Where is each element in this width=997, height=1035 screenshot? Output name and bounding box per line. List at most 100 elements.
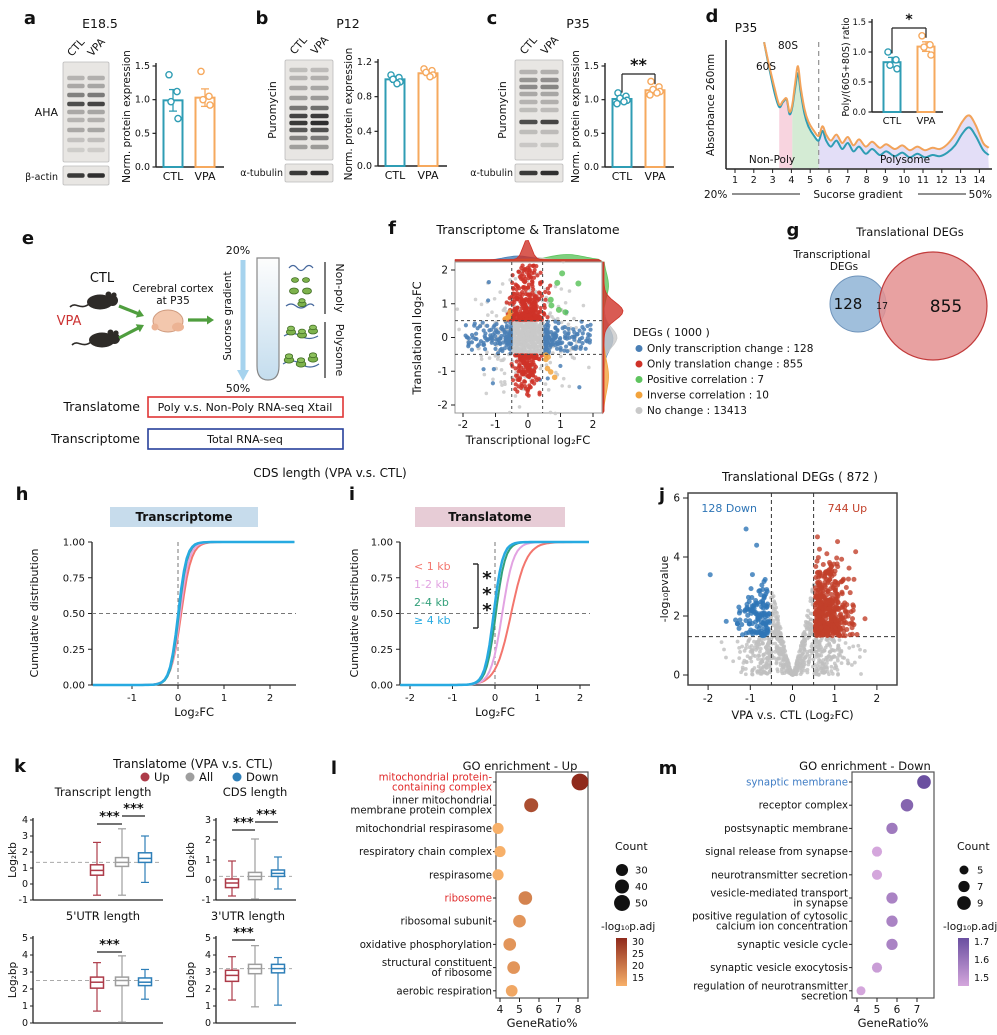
translation-only-point	[520, 292, 525, 297]
count-legend-bubble	[614, 895, 630, 911]
down-regulated-point	[761, 594, 767, 600]
x-tick-label: -2	[458, 419, 468, 431]
count-legend-bubble	[615, 879, 629, 894]
mouse-ear	[111, 292, 117, 298]
up-regulated-point	[817, 620, 823, 626]
nonsig-point	[771, 607, 776, 611]
translation-only-point	[510, 378, 516, 383]
nonsig-point	[806, 659, 811, 664]
blot-band	[310, 75, 329, 81]
cortex-label: Cerebral cortex	[132, 283, 213, 295]
up-regulated-point	[825, 612, 831, 618]
header-label: Translatome	[448, 510, 531, 524]
panel-letter: a	[24, 8, 36, 29]
blot-band	[67, 83, 85, 89]
nonsig-point	[744, 646, 748, 650]
blot-band	[87, 83, 105, 89]
y-tick-label: 3	[22, 831, 28, 842]
blot-band	[67, 75, 85, 81]
nonsig-point	[822, 671, 826, 675]
data-point	[393, 79, 401, 88]
no-change-point	[535, 338, 540, 342]
plot-frame	[495, 771, 589, 999]
cdf-curve-≥ 4 kb	[400, 540, 589, 687]
nonsig-point	[755, 669, 760, 674]
transcription-only-point	[572, 330, 577, 335]
translation-only-point	[538, 270, 543, 275]
nonsig-point	[806, 608, 810, 613]
y-tick-label: 0.0	[357, 161, 372, 172]
go-dot	[524, 798, 539, 813]
transcription-only-point	[466, 340, 471, 345]
nonsig-point	[829, 664, 834, 669]
blot-image	[62, 165, 110, 186]
mrna-icon	[288, 264, 314, 272]
up-regulated-point	[814, 534, 820, 540]
y-tick-label: 1	[205, 855, 211, 866]
up-regulated-point	[838, 579, 844, 585]
blot-band	[289, 135, 308, 141]
down-regulated-point	[749, 603, 755, 609]
blot-band	[289, 105, 308, 111]
nonsig-point	[821, 658, 826, 662]
box	[114, 976, 130, 987]
nonsig-point	[836, 672, 840, 677]
positive-correlation-point	[547, 296, 554, 303]
down-regulated-point	[746, 629, 752, 635]
no-change-point	[455, 307, 460, 311]
nonsig-point	[758, 649, 762, 654]
y-axis-title: Cumulative distribution	[348, 548, 361, 677]
legend-swatch	[635, 391, 643, 399]
blot-band	[87, 137, 105, 143]
fraction-label: 1	[732, 175, 738, 186]
transcriptome-box	[147, 428, 344, 450]
translation-only-point	[527, 263, 532, 268]
up-count-label: 744 Up	[828, 502, 868, 515]
transcription-only-point	[577, 328, 582, 333]
translation-only-point	[528, 367, 533, 373]
lane-label: VPA	[85, 35, 108, 59]
up-regulated-point	[835, 582, 841, 588]
translation-only-point	[520, 263, 525, 268]
blot-band	[310, 127, 329, 133]
go-term-label: ribosomal subunit	[401, 917, 492, 928]
inverse-correlation-point	[551, 374, 558, 381]
x-tick-label: 1	[557, 419, 564, 431]
nonsig-point	[806, 662, 811, 667]
up-regulated-point	[862, 616, 868, 622]
up-regulated-point	[843, 609, 849, 615]
translation-only-point	[545, 286, 550, 291]
no-change-point	[546, 388, 551, 392]
transcription-only-point	[562, 348, 567, 353]
transcription-only-point	[585, 339, 590, 344]
nonsig-point	[741, 661, 746, 665]
go-dot	[900, 798, 914, 812]
legend-title: DEGs ( 1000 )	[633, 326, 710, 339]
go-dot	[492, 822, 504, 834]
y-tick-label: 1.00	[371, 538, 393, 549]
nonsig-point	[751, 653, 756, 658]
nonsig-point	[821, 662, 826, 667]
up-regulated-point	[829, 591, 835, 597]
up-regulated-point	[845, 576, 851, 582]
y-tick-label: 3	[22, 967, 28, 978]
y-tick-label: 2	[441, 265, 448, 277]
translation-only-point	[517, 314, 522, 319]
down-regulated-point	[743, 618, 749, 624]
translation-only-point	[537, 392, 542, 397]
no-change-point	[538, 366, 543, 371]
y-tick-label: 1	[205, 1001, 211, 1012]
blot-band	[87, 127, 105, 133]
nonsig-point	[745, 654, 750, 659]
go-term-label: of ribosome	[431, 968, 492, 979]
no-change-point	[502, 357, 506, 361]
transcriptome-label: Transcriptome	[50, 431, 140, 446]
x-tick-label: 4	[854, 1004, 861, 1016]
fraction-label: 6	[826, 175, 832, 186]
nonsig-point	[735, 639, 740, 644]
go-dot	[917, 775, 931, 789]
x-tick-label: 0	[175, 693, 181, 704]
down-regulated-point	[763, 630, 769, 636]
x-tick-label: 6	[536, 1004, 543, 1016]
nonsig-point	[835, 647, 840, 652]
